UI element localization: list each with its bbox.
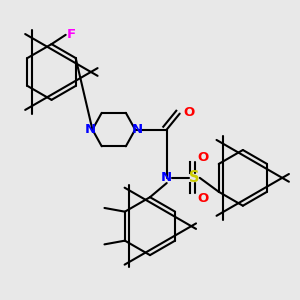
Text: N: N [131,123,142,136]
Text: O: O [183,106,195,119]
Text: F: F [67,28,76,40]
Text: N: N [161,171,172,184]
Text: S: S [189,170,200,185]
Text: O: O [197,151,209,164]
Text: N: N [85,123,96,136]
Text: O: O [197,192,209,205]
